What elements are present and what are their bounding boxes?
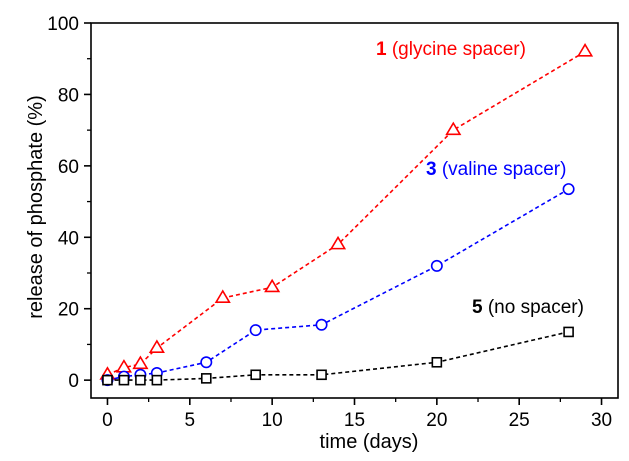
series-labels: 1 (glycine spacer) 3 (valine spacer) 5 (… xyxy=(376,39,584,318)
x-axis-label: time (days) xyxy=(320,431,419,453)
plot-frame xyxy=(90,22,619,399)
x-tick-label: 0 xyxy=(102,410,113,431)
x-tick-label: 5 xyxy=(185,410,196,431)
series-line-glycine xyxy=(107,50,586,376)
data-point xyxy=(151,374,163,386)
plot-area xyxy=(90,22,619,399)
data-point xyxy=(102,374,113,386)
series-label-no-spacer: 5 (no spacer) xyxy=(472,297,584,318)
series-layer xyxy=(99,43,594,387)
series-label-glycine: 1 (glycine spacer) xyxy=(376,39,526,60)
data-point xyxy=(214,289,231,304)
y-axis: 0 20 40 60 80 100 xyxy=(47,14,91,392)
series-label-number: 1 xyxy=(376,39,387,60)
series-no-spacer xyxy=(102,326,574,386)
data-point xyxy=(577,43,594,57)
series-label-valine: 3 (valine spacer) xyxy=(426,159,566,180)
x-tick-label: 30 xyxy=(591,410,612,431)
series-label-text: (glycine spacer) xyxy=(387,39,526,60)
data-point xyxy=(329,235,347,250)
series-label-number: 3 xyxy=(426,159,437,180)
data-point xyxy=(562,183,575,196)
data-point xyxy=(200,356,213,369)
data-point xyxy=(250,369,261,381)
y-tick-label: 40 xyxy=(58,228,79,249)
x-tick-label: 20 xyxy=(426,410,447,431)
y-tick-label: 0 xyxy=(68,371,79,392)
data-point xyxy=(445,121,462,136)
data-point xyxy=(118,374,130,386)
data-point xyxy=(148,339,165,354)
x-axis: 0 5 10 15 20 25 30 xyxy=(102,398,612,431)
x-tick-label: 10 xyxy=(262,410,283,431)
series-line-no-spacer xyxy=(107,331,569,381)
data-point xyxy=(135,374,146,386)
data-point xyxy=(132,355,149,370)
series-label-number: 5 xyxy=(472,297,483,318)
series-glycine xyxy=(99,43,594,380)
data-point xyxy=(264,278,281,293)
data-point xyxy=(430,259,443,272)
y-tick-label: 20 xyxy=(58,300,79,321)
data-point xyxy=(315,318,328,331)
data-point xyxy=(249,324,262,337)
data-point xyxy=(431,356,443,368)
x-tick-label: 15 xyxy=(344,410,365,431)
y-tick-label: 80 xyxy=(58,85,79,106)
data-point xyxy=(200,373,212,384)
data-point xyxy=(316,369,327,381)
data-point xyxy=(563,326,574,338)
series-label-text: (no spacer) xyxy=(483,297,584,318)
x-tick-label: 25 xyxy=(509,410,530,431)
y-axis-label: release of phosphate (%) xyxy=(25,95,47,318)
series-valine xyxy=(101,183,575,387)
y-tick-label: 60 xyxy=(58,157,79,178)
series-line-valine xyxy=(107,188,570,381)
series-label-text: (valine spacer) xyxy=(437,159,567,180)
y-tick-label: 100 xyxy=(47,14,79,35)
